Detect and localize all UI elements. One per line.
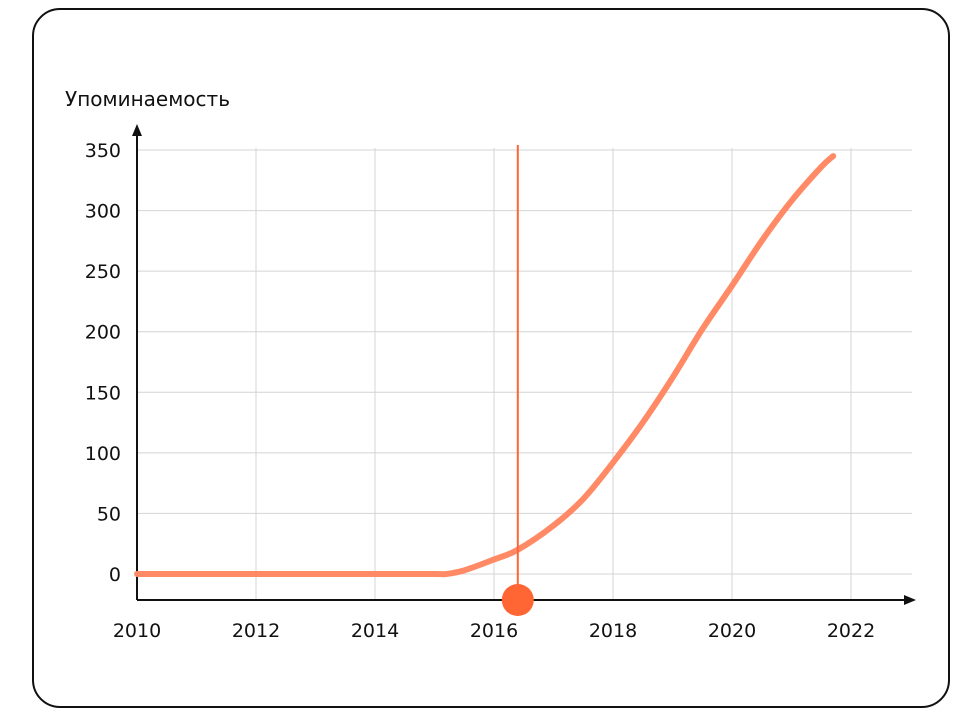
y-tick-label: 350: [85, 140, 121, 162]
x-tick-label: 2010: [113, 620, 161, 642]
y-tick-label: 200: [85, 322, 121, 344]
y-tick-label: 100: [85, 443, 121, 465]
x-tick-label: 2016: [470, 620, 518, 642]
y-tick-label: 150: [85, 382, 121, 404]
x-tick-label: 2014: [351, 620, 399, 642]
y-tick-labels: 0 50 100 150 200 250 300 350: [85, 140, 121, 586]
x-tick-label: 2022: [827, 620, 875, 642]
marker-handle[interactable]: [501, 584, 534, 616]
series-layer: [134, 153, 837, 578]
chart-card: [32, 8, 950, 708]
y-tick-label: 0: [109, 564, 121, 586]
marker-layer: [501, 145, 534, 616]
mentions-line: [134, 153, 837, 578]
mentions-chart: Упоминаемость 2010 2012 2014 2016 2018 2020 20…: [65, 87, 916, 642]
y-tick-label: 300: [85, 201, 121, 223]
y-axis-label: Упоминаемость: [65, 87, 230, 111]
x-axis-arrow: [904, 595, 916, 605]
y-tick-label: 250: [85, 261, 121, 283]
x-tick-label: 2020: [708, 620, 756, 642]
x-tick-labels: 2010 2012 2014 2016 2018 2020 2022: [113, 620, 875, 642]
y-tick-label: 50: [97, 503, 121, 525]
grid: [137, 148, 912, 600]
x-tick-label: 2018: [589, 620, 637, 642]
x-tick-label: 2012: [232, 620, 280, 642]
y-axis-arrow: [132, 124, 142, 136]
